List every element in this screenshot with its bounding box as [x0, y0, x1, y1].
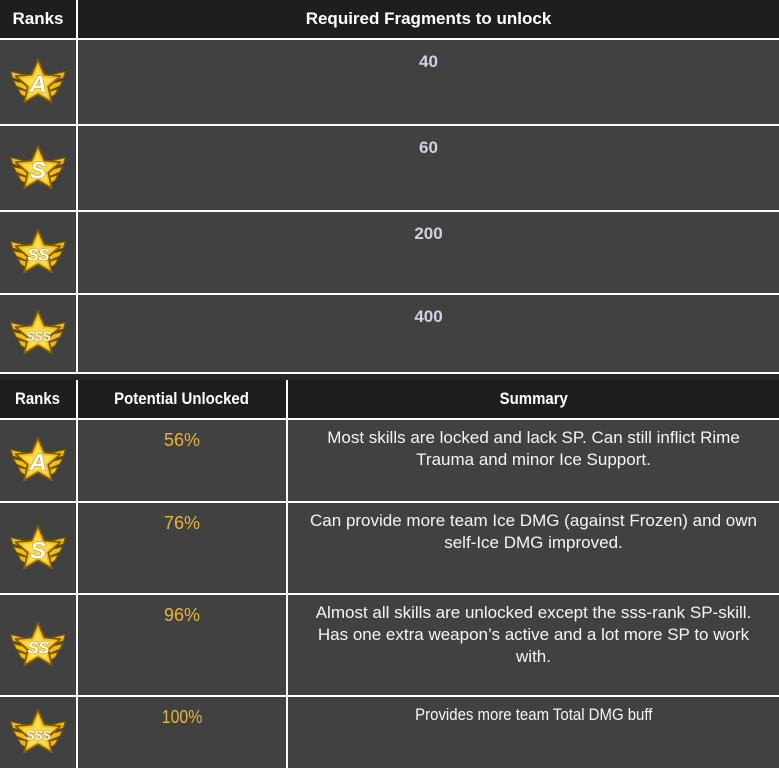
rank-letter: A [28, 71, 47, 98]
rank-letter: SS [27, 637, 50, 657]
fragments-value: 200 [76, 210, 779, 295]
table-row: SS 96% Almost all skills are unlocked ex… [0, 593, 779, 697]
table-row: S 60 [0, 124, 779, 212]
rank-cell-ss: SS [0, 210, 78, 295]
fragments-header-row: Ranks Required Fragments to unlock [0, 0, 779, 40]
summary-text: Most skills are locked and lack SP. Can … [286, 418, 779, 503]
potential-value: 96% [76, 593, 288, 697]
potential-value: 56% [76, 418, 288, 503]
fragments-column-header: Required Fragments to unlock [76, 0, 779, 40]
rank-sss-star-icon: SSS [9, 309, 67, 355]
summary-text: Provides more team Total DMG buff [286, 695, 779, 770]
table-row: SSS 400 [0, 293, 779, 374]
potential-table: Ranks Potential Unlocked Summary A 56% M… [0, 380, 779, 770]
header-label: Summary [499, 389, 568, 408]
potential-column-header: Potential Unlocked [76, 380, 288, 420]
summary-text: Can provide more team Ice DMG (against F… [286, 501, 779, 595]
table-row: S 76% Can provide more team Ice DMG (aga… [0, 501, 779, 595]
potential-header-row: Ranks Potential Unlocked Summary [0, 380, 779, 420]
rank-cell-a: A [0, 418, 78, 503]
table-row: A 40 [0, 38, 779, 126]
rank-cell-s: S [0, 124, 78, 212]
rank-cell-sss: SSS [0, 695, 78, 770]
rank-a-star-icon: A [9, 436, 67, 482]
fragments-value: 60 [76, 124, 779, 212]
rank-letter: SSS [26, 329, 51, 344]
table-row: SS 200 [0, 210, 779, 295]
rank-cell-s: S [0, 501, 78, 595]
rank-ss-star-icon: SS [9, 621, 67, 666]
rank-sss-star-icon: SSS [9, 708, 67, 754]
rank-letter: S [30, 157, 47, 184]
summary-text-content: Provides more team Total DMG buff [414, 705, 653, 724]
rank-ss-star-icon: SS [9, 228, 67, 274]
rank-letter: S [30, 537, 47, 564]
header-label: Ranks [15, 389, 61, 408]
fragments-value: 40 [76, 38, 779, 126]
summary-text: Almost all skills are unlocked except th… [286, 593, 779, 697]
summary-column-header: Summary [286, 380, 779, 420]
rank-cell-a: A [0, 38, 78, 126]
potential-ranks-header: Ranks [0, 380, 78, 420]
fragments-value: 400 [76, 293, 779, 374]
fragments-table: Ranks Required Fragments to unlock A 40 … [0, 0, 779, 374]
potential-value: 100% [76, 695, 288, 770]
rank-s-star-icon: S [9, 144, 67, 189]
potential-value: 76% [76, 501, 288, 595]
table-row: A 56% Most skills are locked and lack SP… [0, 418, 779, 503]
rank-s-star-icon: S [9, 524, 67, 569]
fragments-ranks-header: Ranks [0, 0, 78, 40]
potential-value-text: 100% [161, 707, 203, 727]
rank-letter: A [28, 449, 47, 476]
rank-cell-ss: SS [0, 593, 78, 697]
header-label: Potential Unlocked [114, 389, 250, 408]
table-row: SSS 100% Provides more team Total DMG bu… [0, 695, 779, 770]
rank-cell-sss: SSS [0, 293, 78, 374]
rank-letter: SS [27, 245, 50, 265]
rank-a-star-icon: A [9, 58, 67, 103]
rank-letter: SSS [26, 728, 51, 743]
